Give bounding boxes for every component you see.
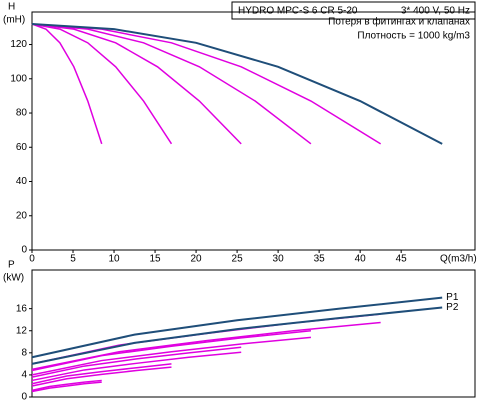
curve [31, 23, 173, 145]
header-box [231, 1, 476, 20]
series-label: P2 [446, 302, 459, 313]
x-tick-label: 0 [29, 254, 35, 265]
y-tick-label: 16 [16, 303, 28, 314]
y-tick-label: 100 [10, 73, 27, 84]
annotation: Плотность = 1000 kg/m3 [357, 31, 470, 42]
y-tick-label: 8 [21, 347, 27, 358]
y-axis-label: P [8, 260, 15, 271]
x-axis-label: Q(m3/h) [440, 254, 477, 265]
x-tick-label: 5 [70, 254, 76, 265]
curve [31, 346, 242, 378]
y-axis-label: H [8, 2, 15, 13]
plot-frame [31, 269, 476, 398]
y-tick-label: 4 [21, 370, 27, 381]
x-tick-label: 20 [191, 254, 203, 265]
curve [31, 336, 311, 376]
chart-title: HYDRO MPC-S 6 CR 5-20 [238, 6, 358, 17]
x-tick-label: 35 [314, 254, 326, 265]
x-tick-label: 25 [232, 254, 244, 265]
y-tick-label: 0 [21, 245, 27, 256]
x-tick-label: 45 [396, 254, 408, 265]
curve [31, 321, 381, 371]
curve [31, 296, 443, 359]
curve [31, 366, 172, 387]
series-label: P1 [446, 292, 459, 303]
curve [31, 313, 381, 365]
curve [31, 23, 382, 145]
y-tick-label: 60 [16, 142, 28, 153]
annotation: Потеря в фитингах и клапанах [328, 16, 470, 28]
curve [31, 23, 103, 145]
y-tick-label: 20 [16, 210, 28, 221]
x-tick-label: 40 [355, 254, 367, 265]
y-axis-unit: (kW) [3, 273, 24, 284]
curve [31, 381, 102, 393]
y-tick-label: 120 [10, 39, 27, 50]
curve [31, 363, 172, 385]
curve [31, 22, 443, 145]
y-tick-label: 12 [16, 325, 28, 336]
x-tick-label: 30 [273, 254, 285, 265]
curve [31, 23, 312, 145]
y-tick-label: 80 [16, 108, 28, 119]
y-axis-unit: (mH) [3, 15, 25, 26]
curve [31, 351, 242, 382]
chart-subtitle: 3* 400 V, 50 Hz [401, 6, 470, 17]
x-tick-label: 10 [108, 254, 120, 265]
y-tick-label: 0 [21, 392, 27, 400]
y-tick-label: 40 [16, 176, 28, 187]
curve [31, 23, 242, 145]
curve [31, 306, 443, 365]
x-tick-label: 15 [149, 254, 161, 265]
plot-frame [31, 11, 476, 251]
curve [31, 379, 102, 392]
